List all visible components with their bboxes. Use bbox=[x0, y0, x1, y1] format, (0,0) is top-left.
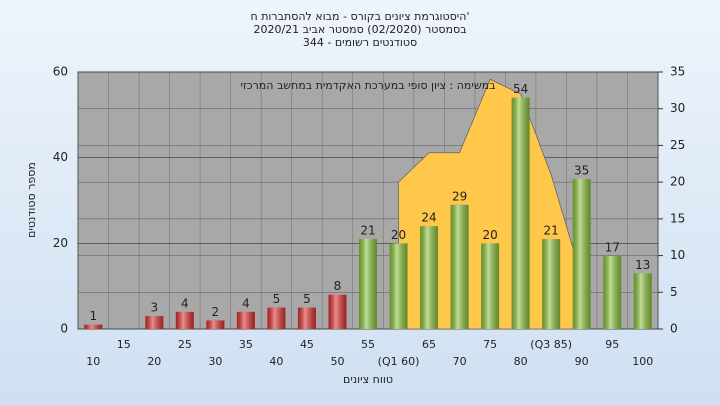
value-label: 54 bbox=[513, 82, 528, 96]
bar-shine bbox=[511, 97, 530, 329]
bar-shine bbox=[359, 239, 377, 329]
x-tick-label: 25 bbox=[178, 338, 192, 351]
x-tick-label: 30 bbox=[208, 355, 222, 368]
bar-shine bbox=[267, 307, 286, 329]
x-tick-label: 90 bbox=[575, 355, 589, 368]
value-label: 21 bbox=[544, 224, 559, 238]
x-tick-label: (Q3 85) bbox=[530, 338, 572, 351]
bar-shine bbox=[297, 307, 316, 329]
bar-shine bbox=[328, 294, 347, 329]
bar-shine bbox=[420, 226, 439, 329]
value-label: 20 bbox=[482, 228, 497, 242]
bar-shine bbox=[450, 204, 469, 329]
y2-tick-label: 5 bbox=[670, 285, 678, 299]
x-tick-label: 35 bbox=[239, 338, 253, 351]
value-label: 35 bbox=[574, 164, 589, 178]
bar-shine bbox=[633, 273, 652, 329]
x-tick-label: 45 bbox=[300, 338, 314, 351]
x-tick-label: 100 bbox=[632, 355, 653, 368]
bar-shine bbox=[145, 316, 164, 329]
value-label: 2 bbox=[212, 305, 220, 319]
value-label: 5 bbox=[303, 292, 311, 306]
y2-tick-label: 20 bbox=[670, 175, 685, 189]
bar-shine bbox=[481, 243, 500, 329]
x-tick-label: 10 bbox=[86, 355, 100, 368]
bar-shine bbox=[84, 324, 103, 329]
x-tick-label: 80 bbox=[514, 355, 528, 368]
bar-shine bbox=[206, 320, 225, 329]
chart-subtitle: סטודנטים רשומים - 344 bbox=[303, 36, 417, 49]
value-label: 5 bbox=[273, 292, 281, 306]
bar-shine bbox=[603, 256, 622, 329]
chart-title: היסטוגרמת ציונים בקורס - מבוא להסתברות ח… bbox=[251, 10, 470, 23]
x-axis-label: טווח ציונים bbox=[343, 373, 393, 386]
y2-tick-label: 10 bbox=[670, 248, 685, 262]
bar-shine bbox=[175, 311, 194, 329]
bar-shine bbox=[572, 179, 591, 329]
x-tick-label: 50 bbox=[330, 355, 344, 368]
value-label: 4 bbox=[181, 296, 189, 310]
x-tick-label: 65 bbox=[422, 338, 436, 351]
value-label: 17 bbox=[605, 241, 620, 255]
annotation: במשימה : ציון סופי במערכת האקדמית במחשב … bbox=[241, 79, 496, 92]
value-label: 13 bbox=[635, 258, 650, 272]
value-label: 8 bbox=[334, 279, 342, 293]
x-tick-label: 95 bbox=[605, 338, 619, 351]
x-tick-label: 75 bbox=[483, 338, 497, 351]
x-tick-label: 55 bbox=[361, 338, 375, 351]
y2-tick-label: 0 bbox=[670, 322, 678, 336]
y-tick-label: 40 bbox=[53, 150, 68, 164]
y2-tick-label: 35 bbox=[670, 65, 685, 79]
x-tick-label: 15 bbox=[117, 338, 131, 351]
value-label: 21 bbox=[360, 224, 375, 238]
bar-shine bbox=[389, 243, 408, 329]
chart-subtitle: בסמסטר (02/2020) סמסטר אביב 2020/21 bbox=[253, 23, 466, 36]
value-label: 29 bbox=[452, 189, 467, 203]
value-label: 3 bbox=[150, 301, 158, 315]
value-label: 1 bbox=[89, 309, 97, 323]
y-tick-label: 20 bbox=[53, 236, 68, 250]
value-label: 20 bbox=[391, 228, 406, 242]
bar-shine bbox=[236, 311, 255, 329]
value-label: 24 bbox=[421, 211, 436, 225]
y2-tick-label: 25 bbox=[670, 138, 685, 152]
x-tick-label: (Q1 60) bbox=[378, 355, 420, 368]
y-axis-label: מספר סטודנטים bbox=[25, 162, 38, 238]
y-tick-label: 60 bbox=[53, 65, 68, 79]
x-tick-label: 20 bbox=[147, 355, 161, 368]
bar-shine bbox=[542, 239, 561, 329]
y-tick-label: 0 bbox=[60, 322, 68, 336]
x-tick-label: 40 bbox=[269, 355, 283, 368]
x-tick-label: 70 bbox=[453, 355, 467, 368]
value-label: 4 bbox=[242, 296, 250, 310]
y2-tick-label: 15 bbox=[670, 211, 685, 225]
y2-tick-label: 30 bbox=[670, 101, 685, 115]
